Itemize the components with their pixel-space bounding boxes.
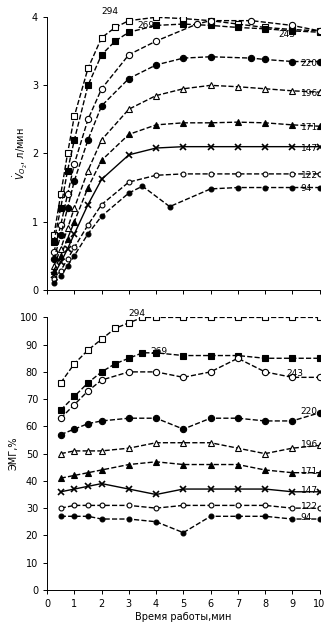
Text: 147: 147 — [301, 144, 318, 152]
Text: 220: 220 — [301, 59, 318, 68]
Text: 294: 294 — [102, 8, 119, 16]
Text: 269: 269 — [137, 21, 154, 30]
Text: 294: 294 — [129, 309, 146, 318]
Text: 243: 243 — [279, 30, 296, 39]
Text: 122: 122 — [301, 502, 318, 512]
Y-axis label: ЭМГ,%: ЭМГ,% — [8, 437, 18, 471]
Text: 122: 122 — [301, 171, 318, 180]
Text: 94: 94 — [301, 513, 312, 522]
Text: 171: 171 — [301, 123, 318, 132]
X-axis label: Время работы,мин: Время работы,мин — [135, 612, 231, 622]
Text: 269: 269 — [151, 347, 168, 356]
Text: 171: 171 — [301, 467, 318, 476]
Text: 147: 147 — [301, 486, 318, 495]
Y-axis label: $\dot{V}_{O_2}$, л/мин: $\dot{V}_{O_2}$, л/мин — [12, 127, 30, 180]
Text: 196: 196 — [301, 89, 318, 98]
Text: 243: 243 — [287, 369, 304, 378]
Text: 196: 196 — [301, 440, 318, 449]
Text: 94: 94 — [301, 185, 312, 193]
Text: 220: 220 — [301, 407, 318, 416]
